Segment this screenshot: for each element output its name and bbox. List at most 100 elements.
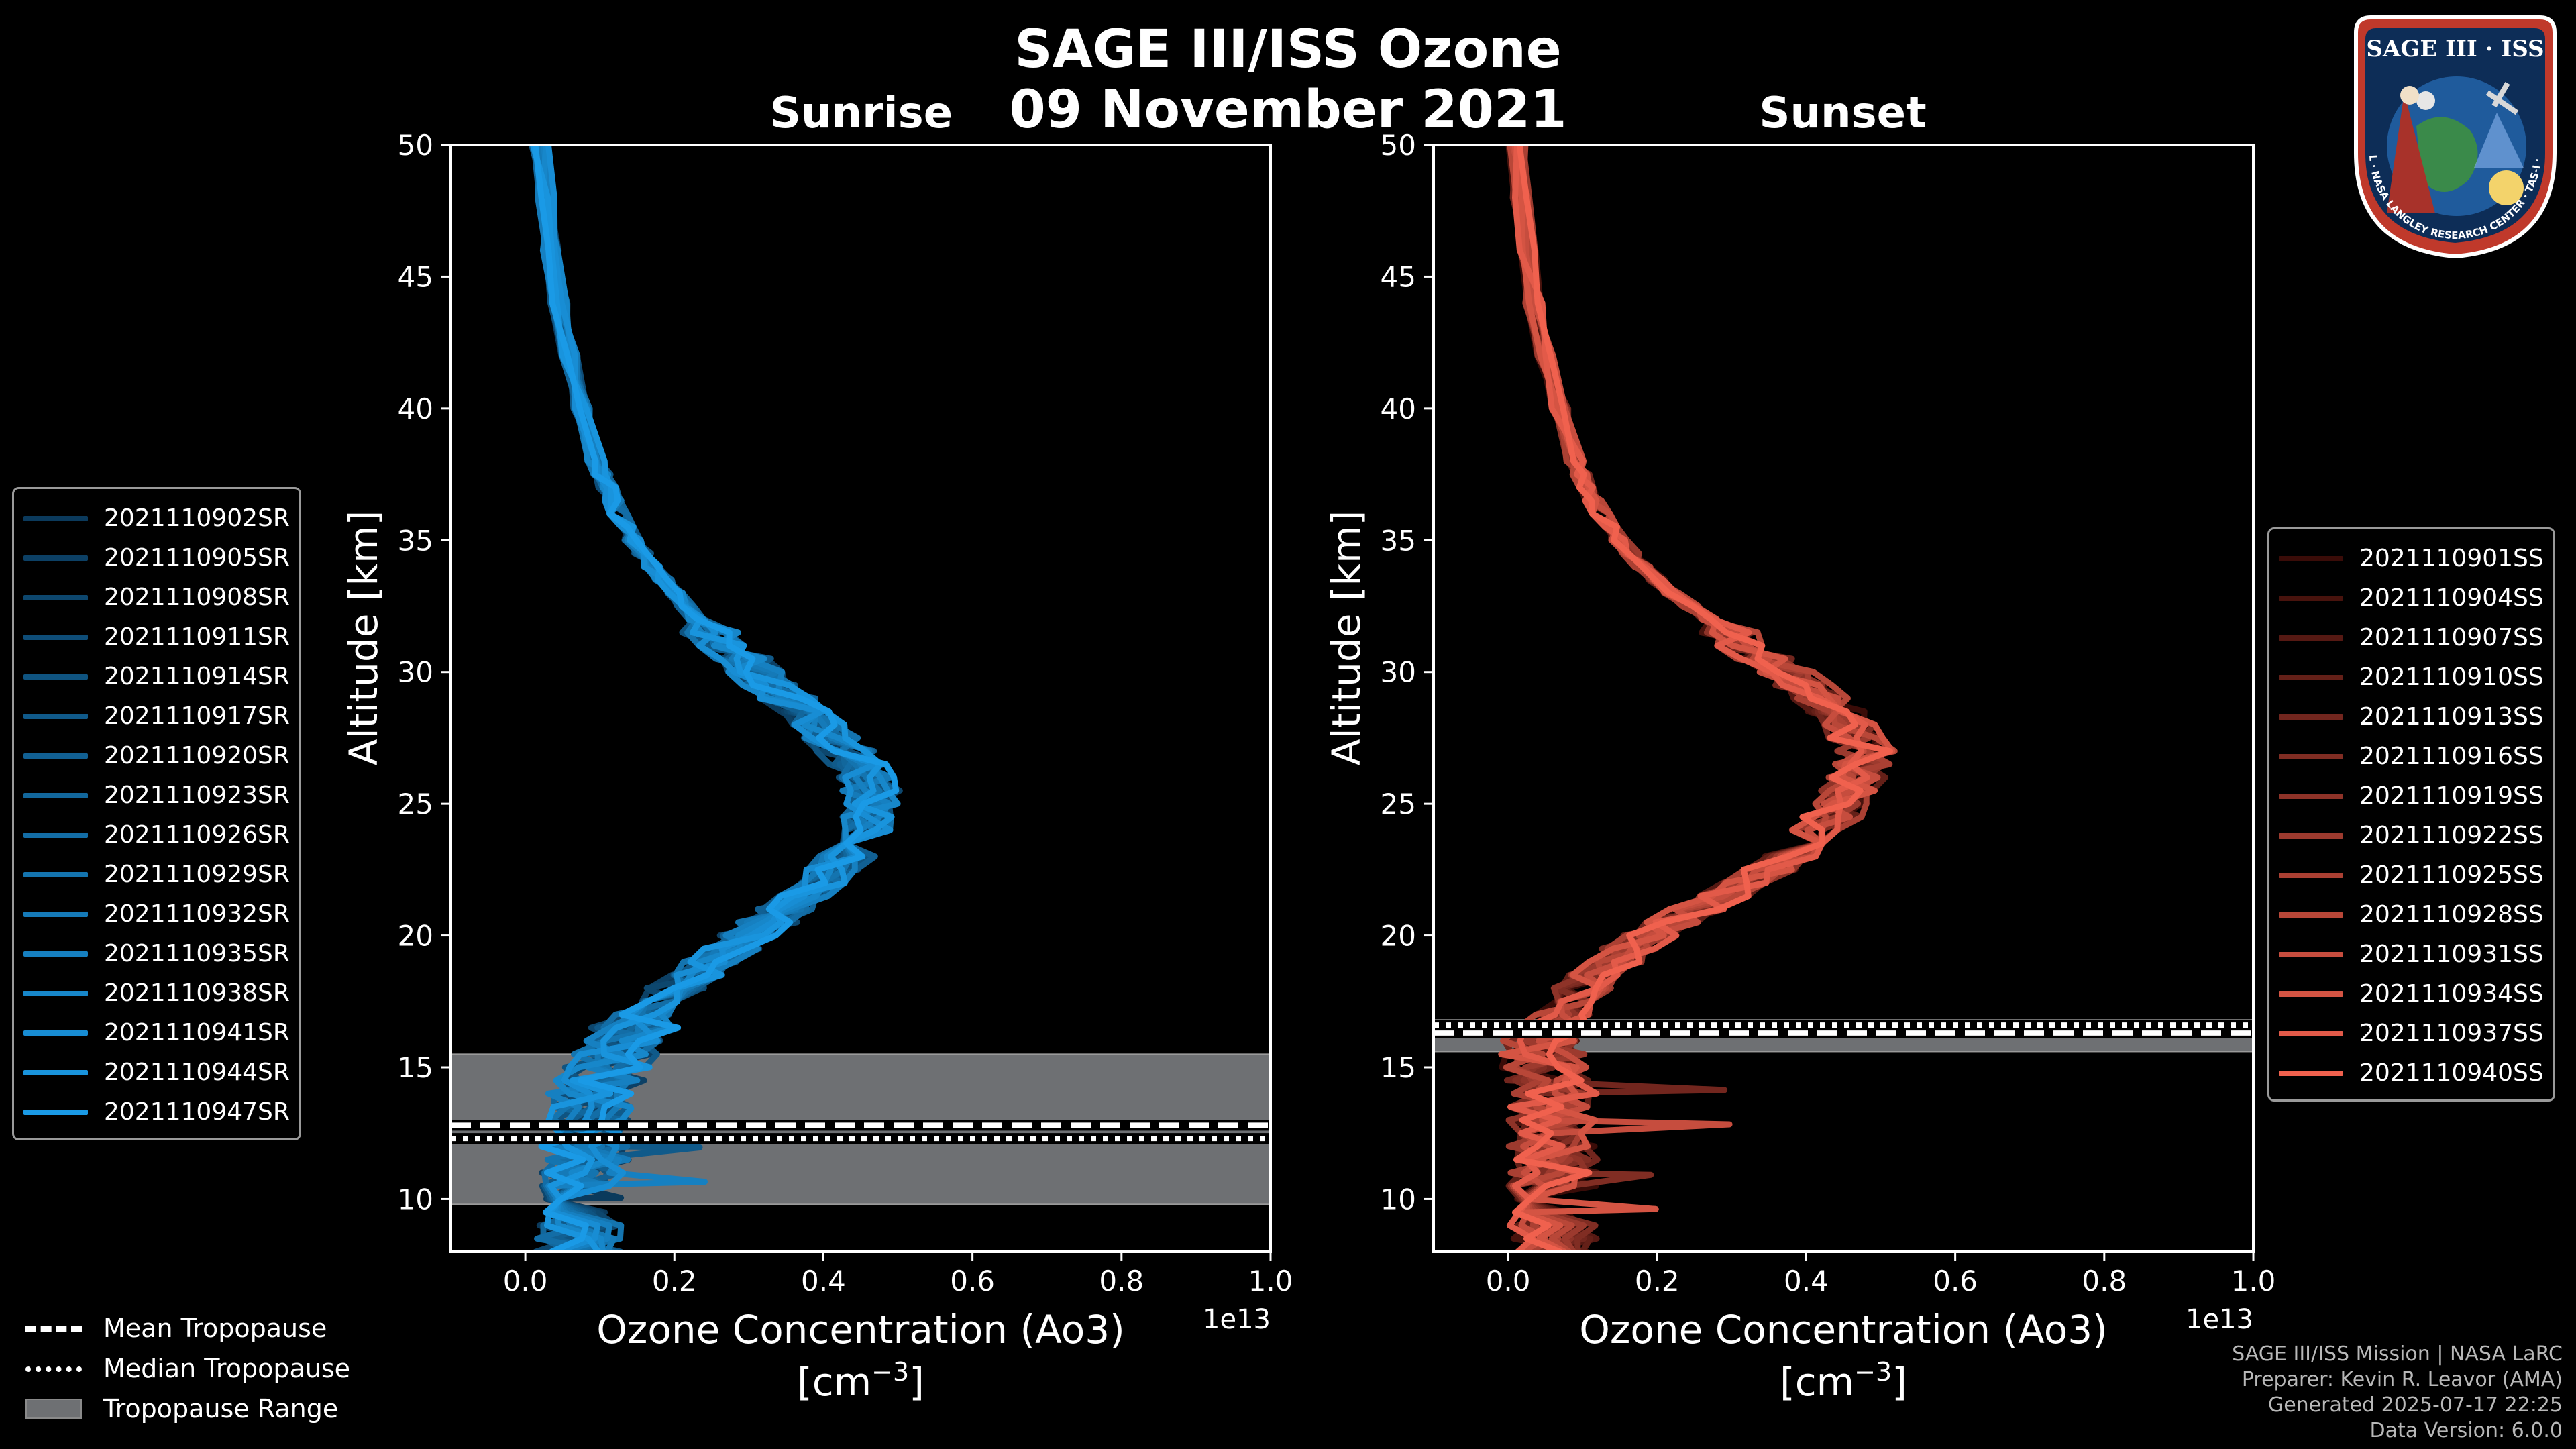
sunset-legend-item: 2021110910SS (2279, 657, 2544, 697)
figure-title: SAGE III/ISS Ozone (1014, 19, 1562, 80)
sunrise-legend-item: 2021110929SR (23, 855, 290, 894)
legend-label: 2021110934SS (2359, 980, 2544, 1008)
sunrise-plot-content (451, 145, 1271, 1252)
x-tick-label: 0.4 (801, 1265, 846, 1297)
profile-line-2021110937SS (1506, 145, 1870, 1252)
legend-label: 2021110904SS (2359, 584, 2544, 612)
sunrise-legend-item: 2021110938SR (23, 973, 290, 1013)
legend-swatch (23, 555, 88, 561)
legend-label: 2021110947SR (104, 1098, 290, 1126)
y-tick-label: 40 (398, 392, 433, 425)
credit-mission: SAGE III/ISS Mission | NASA LaRC (2232, 1342, 2563, 1366)
y-tick-label: 45 (1381, 260, 1416, 293)
x-tick-label: 0.8 (1099, 1265, 1144, 1297)
y-axis-label: Altitude [km] (341, 511, 386, 765)
y-tick-label: 15 (398, 1051, 433, 1084)
legend-label: 2021110916SS (2359, 743, 2544, 770)
legend-swatch (2279, 555, 2343, 561)
legend-swatch (2279, 714, 2343, 720)
mean-tropopause-label: Mean Tropopause (103, 1313, 327, 1343)
sunset-plot-content (1434, 145, 2253, 1252)
x-tick-label: 0.0 (503, 1265, 548, 1297)
legend-label: 2021110940SS (2359, 1059, 2544, 1087)
legend-label: 2021110935SR (104, 940, 290, 967)
sunrise-legend-item: 2021110947SR (23, 1092, 290, 1132)
sunset-legend-item: 2021110913SS (2279, 697, 2544, 737)
sunrise-legend-item: 2021110920SR (23, 736, 290, 775)
sunrise-plot-frame (449, 144, 1272, 1253)
x-tick-label: 0.6 (950, 1265, 995, 1297)
y-tick-label: 20 (398, 920, 433, 953)
y-tick-label: 35 (398, 524, 433, 557)
sunset-legend-item: 2021110940SS (2279, 1053, 2544, 1093)
sunrise-legend-item: 2021110941SR (23, 1013, 290, 1053)
sunset-legend: 2021110901SS 2021110904SS 2021110907SS 2021… (2267, 527, 2555, 1102)
legend-label: 2021110923SR (104, 782, 290, 809)
legend-label: 2021110928SS (2359, 901, 2544, 928)
y-tick-label: 50 (398, 129, 433, 162)
legend-label: 2021110926SR (104, 821, 290, 849)
profile-line-2021110947SR (532, 145, 900, 1252)
sunset-legend-item: 2021110925SS (2279, 855, 2544, 895)
sunrise-legend: 2021110902SR 2021110905SR 2021110908SR 2021… (12, 487, 301, 1140)
credits: SAGE III/ISS Mission | NASA LaRC Prepare… (2232, 1342, 2563, 1444)
dotted-line-icon (25, 1358, 82, 1379)
x-tick-label: 1.0 (2231, 1265, 2276, 1297)
sunset-plot: 10 15 20 25 30 35 40 45 50 0.0 0.2 0.4 0.6 0.8 1.0 1e13… (1324, 129, 2275, 1405)
legend-label: 2021110911SR (104, 623, 290, 651)
profile-line-2021110944SR (529, 145, 895, 1252)
legend-swatch (2279, 635, 2343, 641)
legend-label: 2021110922SS (2359, 822, 2544, 849)
sunrise-legend-item: 2021110911SR (23, 617, 290, 657)
y-tick-label: 35 (1381, 524, 1416, 557)
legend-swatch (2279, 833, 2343, 839)
legend-swatch (2279, 674, 2343, 680)
legend-swatch (23, 990, 88, 996)
mean-tropopause-entry: Mean Tropopause (25, 1308, 350, 1348)
dashed-line-icon (25, 1318, 82, 1338)
logo-title-text: SAGE III · ISS (2366, 36, 2544, 62)
sunset-legend-item: 2021110937SS (2279, 1014, 2544, 1053)
y-tick-label: 30 (398, 656, 433, 689)
tropopause-range-entry: Tropopause Range (25, 1389, 350, 1429)
legend-label: 2021110919SS (2359, 782, 2544, 810)
sunset-legend-item: 2021110934SS (2279, 974, 2544, 1014)
x-tick-label: 0.8 (2082, 1265, 2127, 1297)
y-tick-label: 50 (1381, 129, 1416, 162)
legend-swatch (23, 871, 88, 877)
sunrise-legend-item: 2021110932SR (23, 894, 290, 934)
x-offset-label: 1e13 (2186, 1304, 2253, 1335)
legend-label: 2021110925SS (2359, 861, 2544, 889)
legend-label: 2021110931SS (2359, 941, 2544, 968)
legend-swatch (23, 1069, 88, 1075)
y-tick-label: 25 (398, 788, 433, 820)
profile-line-2021110941SR (545, 145, 894, 1252)
sunset-legend-item: 2021110919SS (2279, 776, 2544, 816)
sunrise-legend-item: 2021110917SR (23, 696, 290, 736)
figure-date: 09 November 2021 (1009, 80, 1567, 140)
y-tick-label: 10 (1381, 1183, 1416, 1216)
legend-label: 2021110901SS (2359, 545, 2544, 572)
sunrise-legend-item: 2021110914SR (23, 657, 290, 696)
y-tick-label: 45 (398, 260, 433, 293)
legend-swatch (2279, 951, 2343, 957)
sunrise-panel-title: Sunrise (769, 89, 953, 138)
sunset-legend-item: 2021110916SS (2279, 737, 2544, 776)
y-tick-label: 15 (1381, 1051, 1416, 1084)
credit-generated: Generated 2025-07-17 22:25 (2267, 1393, 2563, 1417)
legend-label: 2021110938SR (104, 979, 290, 1007)
y-tick-label: 30 (1381, 656, 1416, 689)
sunrise-legend-item: 2021110902SR (23, 498, 290, 538)
median-tropopause-label: Median Tropopause (103, 1354, 350, 1383)
legend-label: 2021110910SS (2359, 663, 2544, 691)
legend-label: 2021110932SR (104, 900, 290, 928)
legend-swatch (23, 713, 88, 719)
sunset-legend-item: 2021110901SS (2279, 539, 2544, 578)
legend-swatch (23, 792, 88, 798)
y-tick-label: 25 (1381, 788, 1416, 820)
legend-swatch (23, 1030, 88, 1036)
median-tropopause-entry: Median Tropopause (25, 1348, 350, 1389)
legend-swatch (23, 674, 88, 680)
x-offset-label: 1e13 (1203, 1304, 1271, 1335)
